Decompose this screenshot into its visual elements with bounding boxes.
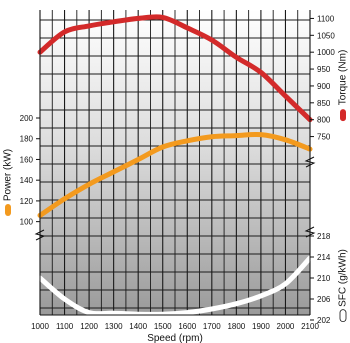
series-layer (37, 14, 313, 317)
power-tick-label: 160 (20, 155, 34, 164)
torque-tick-label: 1100 (317, 14, 335, 23)
power-tick-label: 140 (20, 176, 34, 185)
x-tick-label: 2100 (301, 322, 319, 331)
right-axis-break-icon (304, 226, 316, 238)
red-pill-icon (340, 109, 346, 122)
torque-tick-label: 850 (317, 99, 331, 108)
x-axis-title: Speed (rpm) (147, 333, 203, 343)
sfc-tick-label: 202 (317, 316, 331, 325)
torque-tick-label: 800 (317, 116, 331, 125)
torque-series-line (37, 14, 313, 123)
sfc-tick-label: 214 (317, 253, 331, 262)
power-series-line (37, 131, 313, 218)
sfc-axis-title: SFC (g/kWh) (338, 249, 349, 307)
white-pill-icon (339, 309, 347, 323)
x-tick-label: 1000 (31, 322, 49, 331)
grid (39, 10, 311, 315)
orange-pill-icon (5, 204, 11, 216)
sfc-tick-label: 210 (317, 274, 331, 283)
x-tick-label: 1100 (56, 322, 74, 331)
right-axis-break-icon (304, 156, 316, 168)
x-tick-label: 2000 (277, 322, 295, 331)
power-tick-label: 100 (20, 218, 34, 227)
labels-layer: 1000 1100 1200 1300 1400 1500 1600 1700 1800 1900… (3, 14, 349, 343)
torque-tick-label: 950 (317, 65, 331, 74)
power-axis-title: Power (kW) (3, 149, 14, 201)
power-tick-label: 200 (20, 114, 34, 123)
torque-tick-label: 750 (317, 133, 331, 142)
torque-tick-label: 1000 (317, 48, 335, 57)
x-tick-label: 1200 (80, 322, 98, 331)
axes-layer (34, 10, 316, 321)
x-tick-label: 1400 (129, 322, 147, 331)
torque-tick-label: 1050 (317, 31, 335, 40)
sfc-tick-label: 206 (317, 295, 331, 304)
x-tick-label: 1300 (105, 322, 123, 331)
torque-axis-title: Torque (Nm) (338, 50, 349, 106)
x-tick-label: 1500 (154, 322, 172, 331)
x-tick-label: 1800 (227, 322, 245, 331)
left-axis-break-icon (34, 229, 46, 241)
x-tick-label: 1600 (178, 322, 196, 331)
power-tick-label: 180 (20, 135, 34, 144)
x-tick-label: 1700 (203, 322, 221, 331)
torque-tick-label: 900 (317, 82, 331, 91)
sfc-tick-label: 218 (317, 232, 331, 241)
sfc-series-line (37, 255, 313, 317)
x-tick-label: 1900 (252, 322, 270, 331)
power-tick-label: 120 (20, 197, 34, 206)
